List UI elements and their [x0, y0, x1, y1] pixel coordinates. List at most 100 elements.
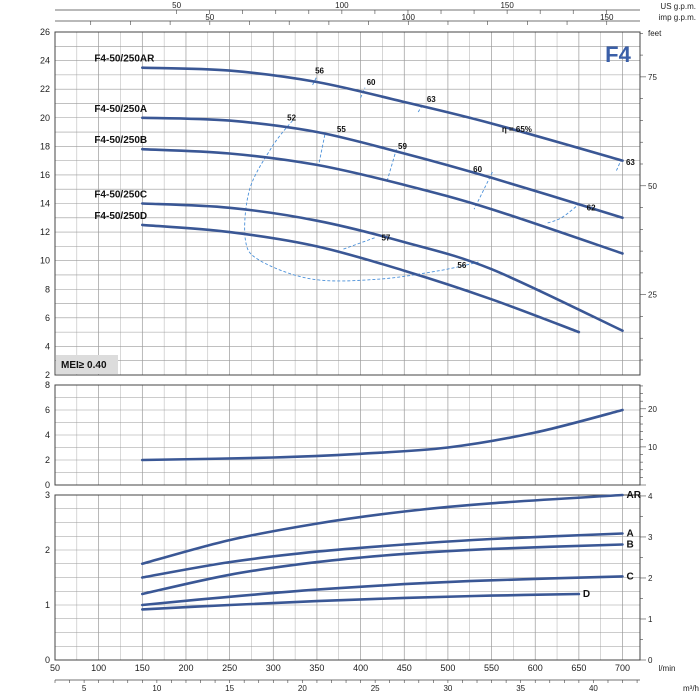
lmin-tick-label: 500	[440, 663, 455, 673]
power-hp-tick-label: 0	[648, 656, 653, 665]
power-curve-label: AR	[627, 490, 642, 501]
m3h-tick-label: 10	[152, 684, 161, 693]
efficiency-label: 55	[337, 125, 346, 134]
efficiency-iso-line	[312, 76, 318, 86]
head-tick-label: 26	[40, 27, 50, 37]
power-panel-frame	[54, 494, 641, 661]
npsh-feet-tick-label: 10	[648, 443, 657, 452]
lmin-tick-label: 300	[266, 663, 281, 673]
efficiency-label: 52	[287, 114, 296, 123]
efficiency-iso-line	[342, 237, 375, 250]
npsh-feet-tick-label: 20	[648, 405, 657, 414]
efficiency-label: 62	[587, 204, 596, 213]
power-hp-tick-label: 1	[648, 615, 653, 624]
head-tick-label: 18	[40, 141, 50, 151]
us-gpm-tick-label: 100	[335, 1, 349, 10]
npsh-tick-label: 8	[45, 380, 50, 390]
lmin-tick-label: 150	[135, 663, 150, 673]
efficiency-iso-line	[545, 203, 581, 224]
m3h-tick-label: 40	[589, 684, 598, 693]
efficiency-iso-line	[386, 149, 397, 183]
power-hp-tick-label: 3	[648, 533, 653, 542]
efficiency-iso-line	[615, 160, 622, 171]
head-tick-label: 14	[40, 199, 50, 209]
efficiency-label: 59	[398, 142, 407, 151]
head-curve-label: F4-50/250C	[94, 190, 147, 201]
efficiency-iso-line	[473, 171, 493, 210]
power-curve-label: B	[627, 540, 634, 551]
imp-gpm-tick-label: 150	[600, 13, 614, 22]
lmin-tick-label: 400	[353, 663, 368, 673]
feet-unit: feet	[648, 29, 662, 38]
power-curve	[141, 543, 624, 596]
m3h-tick-label: 30	[443, 684, 452, 693]
head-panel-frame	[54, 31, 641, 376]
mei-label: MEI≥ 0.40	[61, 360, 107, 371]
lmin-tick-label: 200	[178, 663, 193, 673]
npsh-tick-label: 2	[45, 455, 50, 465]
feet-tick-label: 75	[648, 73, 657, 82]
power-curve-label: C	[627, 571, 634, 582]
power-hp-tick-label: 4	[648, 492, 653, 501]
head-tick-label: 2	[45, 370, 50, 380]
efficiency-label: 60	[473, 165, 482, 174]
efficiency-label: 63	[626, 158, 635, 167]
efficiency-iso-line	[417, 103, 424, 113]
efficiency-label: 57	[381, 234, 390, 243]
npsh-tick-label: 6	[45, 405, 50, 415]
head-curve-label: F4-50/250A	[94, 104, 147, 115]
m3h-tick-label: 5	[82, 684, 87, 693]
head-tick-label: 10	[40, 256, 50, 266]
head-tick-label: 24	[40, 56, 50, 66]
lmin-tick-label: 450	[397, 663, 412, 673]
head-curve	[141, 147, 624, 255]
us-gpm-tick-label: 150	[500, 1, 514, 10]
power-hp-tick-label: 2	[648, 574, 653, 583]
lmin-tick-label: 700	[615, 663, 630, 673]
head-curve	[141, 202, 624, 332]
m3h-tick-label: 25	[371, 684, 380, 693]
imp-gpm-tick-label: 100	[402, 13, 416, 22]
lmin-tick-label: 600	[528, 663, 543, 673]
mei-badge	[56, 355, 118, 374]
head-tick-label: 22	[40, 84, 50, 94]
power-kw-tick-label: 0	[45, 655, 50, 665]
npsh-curve	[141, 408, 624, 462]
head-tick-label: 12	[40, 227, 50, 237]
feet-tick-label: 50	[648, 182, 657, 191]
efficiency-label: 56	[457, 261, 466, 270]
lmin-tick-label: 550	[484, 663, 499, 673]
head-tick-label: 8	[45, 284, 50, 294]
model-label: F4	[605, 42, 631, 67]
head-curve	[141, 223, 581, 334]
lmin-tick-label: 650	[571, 663, 586, 673]
power-curve-label: A	[627, 529, 634, 540]
lmin-tick-label: 100	[91, 663, 106, 673]
head-tick-label: 4	[45, 341, 50, 351]
lmin-tick-label: 350	[309, 663, 324, 673]
lmin-unit: l/min	[659, 664, 676, 673]
feet-tick-label: 25	[648, 291, 657, 300]
efficiency-label: 56	[315, 66, 324, 75]
m3h-tick-label: 35	[516, 684, 525, 693]
head-curve-label: F4-50/250AR	[94, 54, 155, 65]
head-curve-label: F4-50/250D	[94, 211, 147, 222]
power-kw-tick-label: 1	[45, 600, 50, 610]
imp-gpm-unit: imp g.p.m.	[659, 13, 696, 22]
npsh-tick-label: 4	[45, 430, 50, 440]
us-gpm-unit: US g.p.m.	[660, 2, 696, 11]
m3h-tick-label: 15	[225, 684, 234, 693]
power-curve-label: D	[583, 589, 590, 600]
head-curve-label: F4-50/250B	[94, 135, 147, 146]
us-gpm-tick-label: 50	[172, 1, 181, 10]
efficiency-label: 63	[427, 95, 436, 104]
power-kw-tick-label: 3	[45, 490, 50, 500]
efficiency-label: η = 65%	[502, 125, 532, 134]
power-curve	[141, 493, 624, 566]
npsh-tick-label: 0	[45, 480, 50, 490]
power-kw-tick-label: 2	[45, 545, 50, 555]
head-curve	[141, 66, 624, 162]
head-tick-label: 20	[40, 113, 50, 123]
m3h-tick-label: 20	[298, 684, 307, 693]
lmin-tick-label: 50	[50, 663, 60, 673]
